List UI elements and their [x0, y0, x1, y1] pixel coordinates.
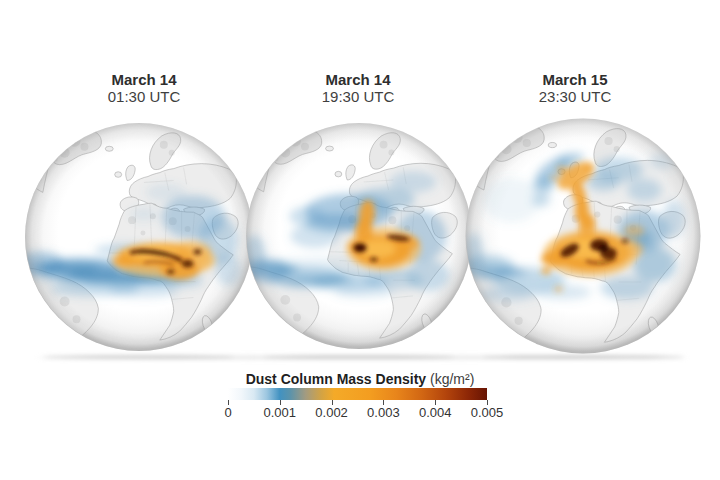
globe-3-date: March 15 [475, 72, 675, 88]
legend-unit: (kg/m²) [430, 371, 474, 387]
globe-2-time: 19:30 UTC [258, 89, 458, 105]
globe-2 [238, 119, 472, 349]
legend-tick-label: 0.002 [315, 405, 348, 420]
globe-3 [457, 114, 700, 353]
legend-tick-label: 0.005 [471, 405, 504, 420]
legend-ticks: 00.0010.0020.0030.0040.005 [228, 400, 487, 424]
legend-title: Dust Column Mass Density (kg/m²) [0, 371, 720, 387]
legend-tick-label: 0.004 [419, 405, 452, 420]
dust-visualization: March 14 01:30 UTC March 14 19:30 UTC Ma… [0, 0, 720, 480]
legend-tick-label: 0.001 [264, 405, 297, 420]
globe-1-date: March 14 [44, 72, 244, 88]
globe-1 [15, 119, 253, 351]
globe-3-time: 23:30 UTC [475, 89, 675, 105]
legend-colorbar [228, 388, 487, 400]
globe-title-2: March 14 19:30 UTC [258, 72, 458, 105]
legend-tick-label: 0.003 [367, 405, 400, 420]
globe-1-time: 01:30 UTC [44, 89, 244, 105]
globe-2-date: March 14 [258, 72, 458, 88]
legend-tick-label: 0 [224, 405, 231, 420]
legend-title-text: Dust Column Mass Density [246, 371, 426, 387]
globe-title-1: March 14 01:30 UTC [44, 72, 244, 105]
globe-title-3: March 15 23:30 UTC [475, 72, 675, 105]
ground-shadow [37, 355, 687, 360]
